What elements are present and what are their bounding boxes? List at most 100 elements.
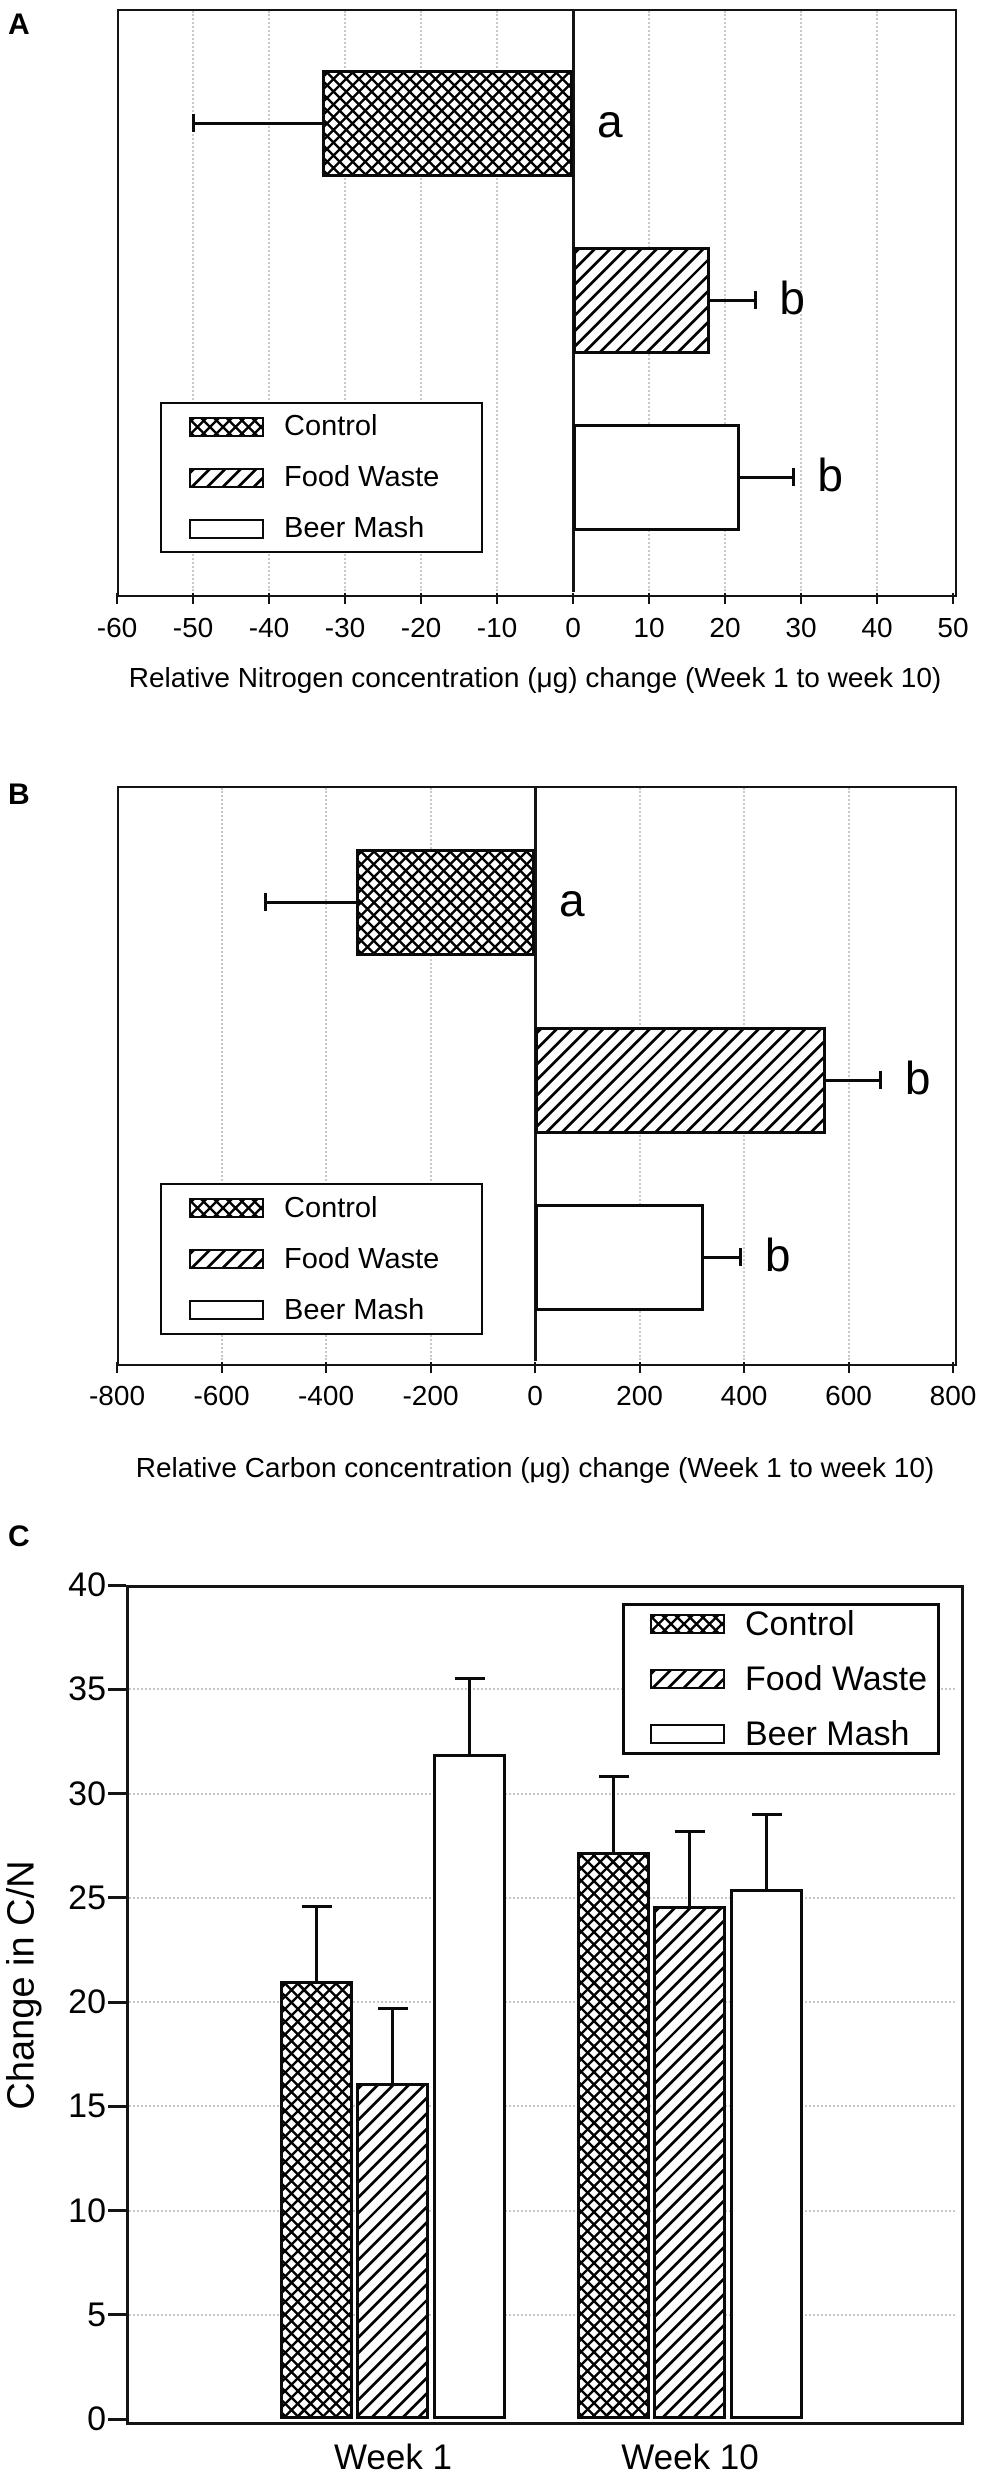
panel-b-x-tick-label: -400 — [297, 1380, 355, 1411]
panel-a-error-bar — [709, 298, 756, 302]
panel-a-x-tick — [952, 593, 954, 604]
panel-c-error-cap — [377, 2006, 408, 2010]
diagonal-swatch-icon — [189, 1249, 264, 1269]
panel-c-y-tick-label: 30 — [68, 1774, 106, 1813]
legend-row: Control — [189, 410, 481, 443]
panel-b-x-tick — [952, 1362, 954, 1373]
panel-c-error-bar — [468, 1678, 471, 1754]
panel-a-x-tick-label: 20 — [709, 612, 741, 643]
panel-c-error-cap — [674, 1829, 705, 1833]
panel-c-error-bar — [315, 1906, 318, 1982]
panel-a-x-tick — [724, 593, 726, 604]
crosshatch-swatch-icon — [650, 1614, 725, 1634]
panel-c-bar-control-1 — [280, 1981, 353, 2419]
panel-a-x-tick — [572, 593, 574, 604]
panel-b-gridline — [847, 788, 850, 1360]
panel-a-sig-label: a — [597, 94, 623, 147]
panel-c-y-tick — [108, 1792, 126, 1795]
panel-c-y-tick-label: 35 — [68, 1670, 106, 1709]
panel-b-gridline — [220, 788, 223, 1360]
panel-c-error-bar — [765, 1814, 768, 1890]
panel-b-bar-beer-mash — [535, 1203, 704, 1311]
panel-a-sig-label: b — [817, 448, 843, 501]
panel-c-bar-control-2 — [577, 1851, 650, 2419]
panel-c-bar-beer-mash-1 — [433, 1753, 506, 2419]
panel-b-sig-label: b — [764, 1228, 791, 1281]
panel-b-bar-control — [355, 848, 535, 956]
panel-c-gridline — [129, 1896, 955, 1899]
panel-c-y-tick-label: 0 — [87, 2400, 106, 2438]
panel-b-error-bar — [826, 1078, 881, 1082]
panel-a-x-tick — [116, 593, 118, 604]
panel-c-y-tick — [108, 1583, 126, 1587]
diagonal-swatch-icon — [650, 1669, 725, 1689]
legend-row: Food Waste — [650, 1660, 937, 1699]
panel-c-gridline — [129, 2001, 955, 2003]
panel-b-x-tick — [116, 1362, 118, 1373]
panel-a-x-tick — [192, 593, 194, 604]
panel-b-error-cap — [739, 1248, 743, 1266]
panel-b-x-tick — [325, 1362, 327, 1373]
panel-c-y-tick — [108, 1687, 126, 1691]
panel-c-gridline — [129, 1688, 955, 1691]
panel-c-error-cap — [751, 1812, 782, 1816]
panel-c-bar-beer-mash-2 — [730, 1889, 803, 2419]
panel-c-y-tick-label: 25 — [68, 1878, 106, 1917]
panel-b-x-tick — [847, 1362, 850, 1373]
legend-label: Food Waste — [284, 461, 440, 493]
plain-swatch-icon — [650, 1724, 725, 1744]
panel-b-bar-food-waste — [535, 1026, 827, 1134]
panel-a-x-tick-label: 40 — [861, 612, 893, 643]
panel-c-y-tick-label: 10 — [68, 2191, 106, 2230]
panel-b-x-tick-label: 200 — [616, 1380, 663, 1411]
panel-a-gridline — [344, 11, 346, 591]
panel-b-x-tick-label: 0 — [527, 1380, 543, 1411]
panel-a-gridline — [192, 11, 194, 591]
panel-c-y-tick — [108, 2417, 126, 2421]
panel-a-error-bar — [740, 475, 794, 479]
panel-c-gridline — [129, 2105, 955, 2108]
panel-a-x-tick — [800, 593, 802, 604]
legend-label: Control — [284, 410, 378, 442]
crosshatch-swatch-icon — [189, 416, 264, 437]
panel-a-x-tick-label: 10 — [633, 612, 665, 643]
panel-a-error-cap — [791, 468, 795, 486]
panel-b-error-cap — [879, 1071, 883, 1089]
panel-b-gridline — [325, 788, 327, 1360]
panel-b-x-tick — [220, 1362, 223, 1373]
panel-c-y-tick — [108, 2313, 126, 2317]
legend-row: Beer Mash — [189, 512, 481, 545]
panel-a-x-axis-title: Relative Nitrogen concentration (μg) cha… — [128, 662, 942, 693]
panel-b-x-tick-label: 800 — [929, 1380, 977, 1411]
panel-b-x-tick-label: 600 — [825, 1380, 872, 1411]
panel-a-bar-food-waste — [573, 246, 710, 354]
panel-a-gridline — [876, 11, 878, 591]
panel-c-y-tick-label: 5 — [87, 2295, 106, 2334]
panel-b-legend: Control Food Waste Beer Mash — [160, 1183, 483, 1335]
legend-row: Control — [189, 1192, 481, 1225]
panel-c-y-tick-label: 20 — [68, 1983, 106, 2021]
panel-c-gridline — [129, 2313, 955, 2316]
panel-a-gridline — [268, 11, 270, 591]
panel-c-y-tick — [108, 1896, 126, 1900]
panel-a-bar-beer-mash — [573, 423, 741, 531]
panel-a-x-tick — [344, 593, 346, 604]
panel-b-error-bar — [703, 1255, 741, 1259]
panel-a-x-tick-label: -30 — [324, 612, 366, 643]
panel-a-error-cap — [753, 291, 757, 309]
legend-label: Food Waste — [745, 1659, 928, 1698]
panel-a-x-tick-label: -20 — [400, 612, 442, 643]
panel-c-category-label: Week 10 — [621, 2438, 759, 2477]
panel-a-x-tick-label: -50 — [172, 612, 214, 643]
legend-label: Beer Mash — [284, 1293, 425, 1326]
legend-row: Food Waste — [189, 461, 481, 494]
panel-a-x-tick-label: -40 — [248, 612, 290, 643]
panel-c-error-cap — [301, 1904, 332, 1908]
panel-b-x-tick-label: -800 — [88, 1380, 146, 1411]
panel-c-error-bar — [688, 1831, 691, 1907]
panel-c-y-tick — [108, 2104, 126, 2108]
panel-b-x-tick-label: -600 — [193, 1380, 250, 1411]
panel-a-legend: Control Food Waste Beer Mash — [160, 402, 483, 553]
panel-c-y-tick-label: 40 — [68, 1566, 106, 1604]
